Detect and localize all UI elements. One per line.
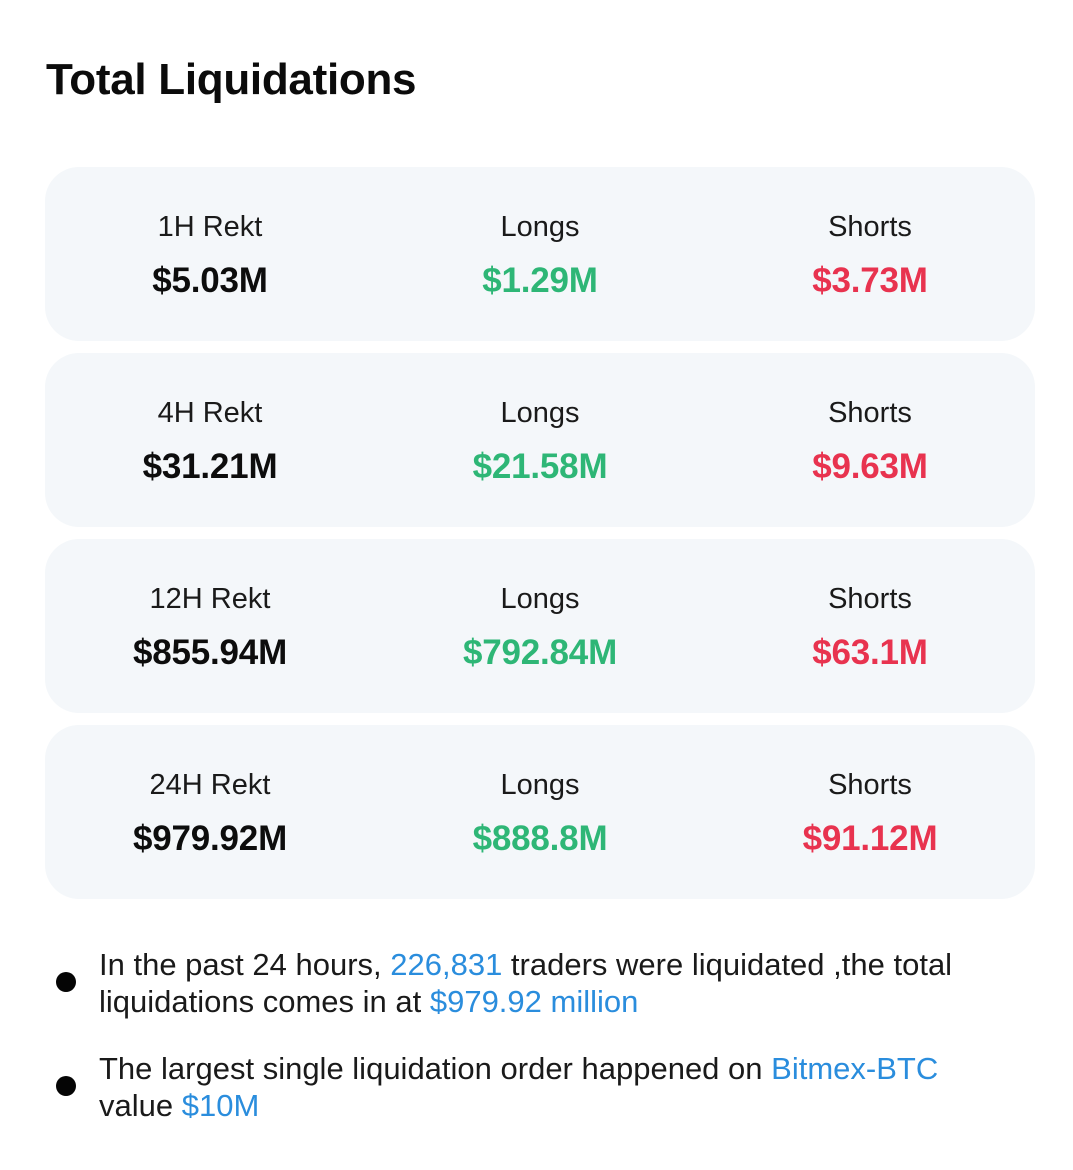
- total-value: $31.21M: [142, 447, 278, 486]
- longs-cell: Longs $1.29M: [375, 167, 705, 303]
- longs-label: Longs: [500, 211, 580, 243]
- total-liquidations-link[interactable]: $979.92 million: [429, 984, 639, 1019]
- exchange-link[interactable]: Bitmex-BTC: [771, 1051, 939, 1086]
- shorts-label: Shorts: [828, 211, 912, 243]
- summary-item-largest-order: The largest single liquidation order hap…: [56, 1050, 1016, 1124]
- longs-value: $792.84M: [462, 633, 618, 672]
- total-cell: 24H Rekt $979.92M: [45, 725, 375, 861]
- period-card-4h: 4H Rekt $31.21M Longs $21.58M Shorts $9.…: [45, 353, 1035, 527]
- total-cell: 12H Rekt $855.94M: [45, 539, 375, 675]
- longs-label: Longs: [500, 583, 580, 615]
- summary-item-traders: In the past 24 hours, 226,831 traders we…: [56, 946, 1016, 1020]
- longs-cell: Longs $792.84M: [375, 539, 705, 675]
- total-value: $979.92M: [132, 819, 288, 858]
- longs-value: $888.8M: [472, 819, 608, 858]
- period-label: 12H Rekt: [149, 583, 271, 615]
- shorts-cell: Shorts $63.1M: [705, 539, 1035, 675]
- longs-label: Longs: [500, 397, 580, 429]
- shorts-value: $91.12M: [802, 819, 938, 858]
- bullet-dot-icon: [56, 1076, 76, 1096]
- total-value: $5.03M: [152, 261, 268, 300]
- summary-text: value: [99, 1088, 182, 1123]
- liquidation-cards: 1H Rekt $5.03M Longs $1.29M Shorts $3.73…: [45, 167, 1035, 911]
- period-label: 1H Rekt: [157, 211, 263, 243]
- bullet-dot-icon: [56, 972, 76, 992]
- longs-label: Longs: [500, 769, 580, 801]
- period-label: 4H Rekt: [157, 397, 263, 429]
- longs-cell: Longs $888.8M: [375, 725, 705, 861]
- shorts-cell: Shorts $9.63M: [705, 353, 1035, 489]
- largest-order-value-link[interactable]: $10M: [181, 1088, 260, 1123]
- shorts-value: $63.1M: [812, 633, 928, 672]
- page-title: Total Liquidations: [46, 55, 417, 104]
- period-card-24h: 24H Rekt $979.92M Longs $888.8M Shorts $…: [45, 725, 1035, 899]
- total-cell: 1H Rekt $5.03M: [45, 167, 375, 303]
- traders-count-link[interactable]: 226,831: [390, 947, 503, 982]
- longs-value: $1.29M: [482, 261, 598, 300]
- shorts-label: Shorts: [828, 583, 912, 615]
- summary-list: In the past 24 hours, 226,831 traders we…: [56, 946, 1016, 1154]
- shorts-cell: Shorts $91.12M: [705, 725, 1035, 861]
- total-cell: 4H Rekt $31.21M: [45, 353, 375, 489]
- shorts-label: Shorts: [828, 397, 912, 429]
- period-card-1h: 1H Rekt $5.03M Longs $1.29M Shorts $3.73…: [45, 167, 1035, 341]
- longs-cell: Longs $21.58M: [375, 353, 705, 489]
- summary-text: In the past 24 hours,: [99, 947, 391, 982]
- shorts-value: $9.63M: [812, 447, 928, 486]
- period-label: 24H Rekt: [149, 769, 271, 801]
- total-value: $855.94M: [132, 633, 288, 672]
- summary-text: traders were liquidated ,the total liqui…: [99, 947, 953, 1019]
- shorts-value: $3.73M: [812, 261, 928, 300]
- period-card-12h: 12H Rekt $855.94M Longs $792.84M Shorts …: [45, 539, 1035, 713]
- shorts-label: Shorts: [828, 769, 912, 801]
- longs-value: $21.58M: [472, 447, 608, 486]
- shorts-cell: Shorts $3.73M: [705, 167, 1035, 303]
- summary-text: The largest single liquidation order hap…: [99, 1051, 772, 1086]
